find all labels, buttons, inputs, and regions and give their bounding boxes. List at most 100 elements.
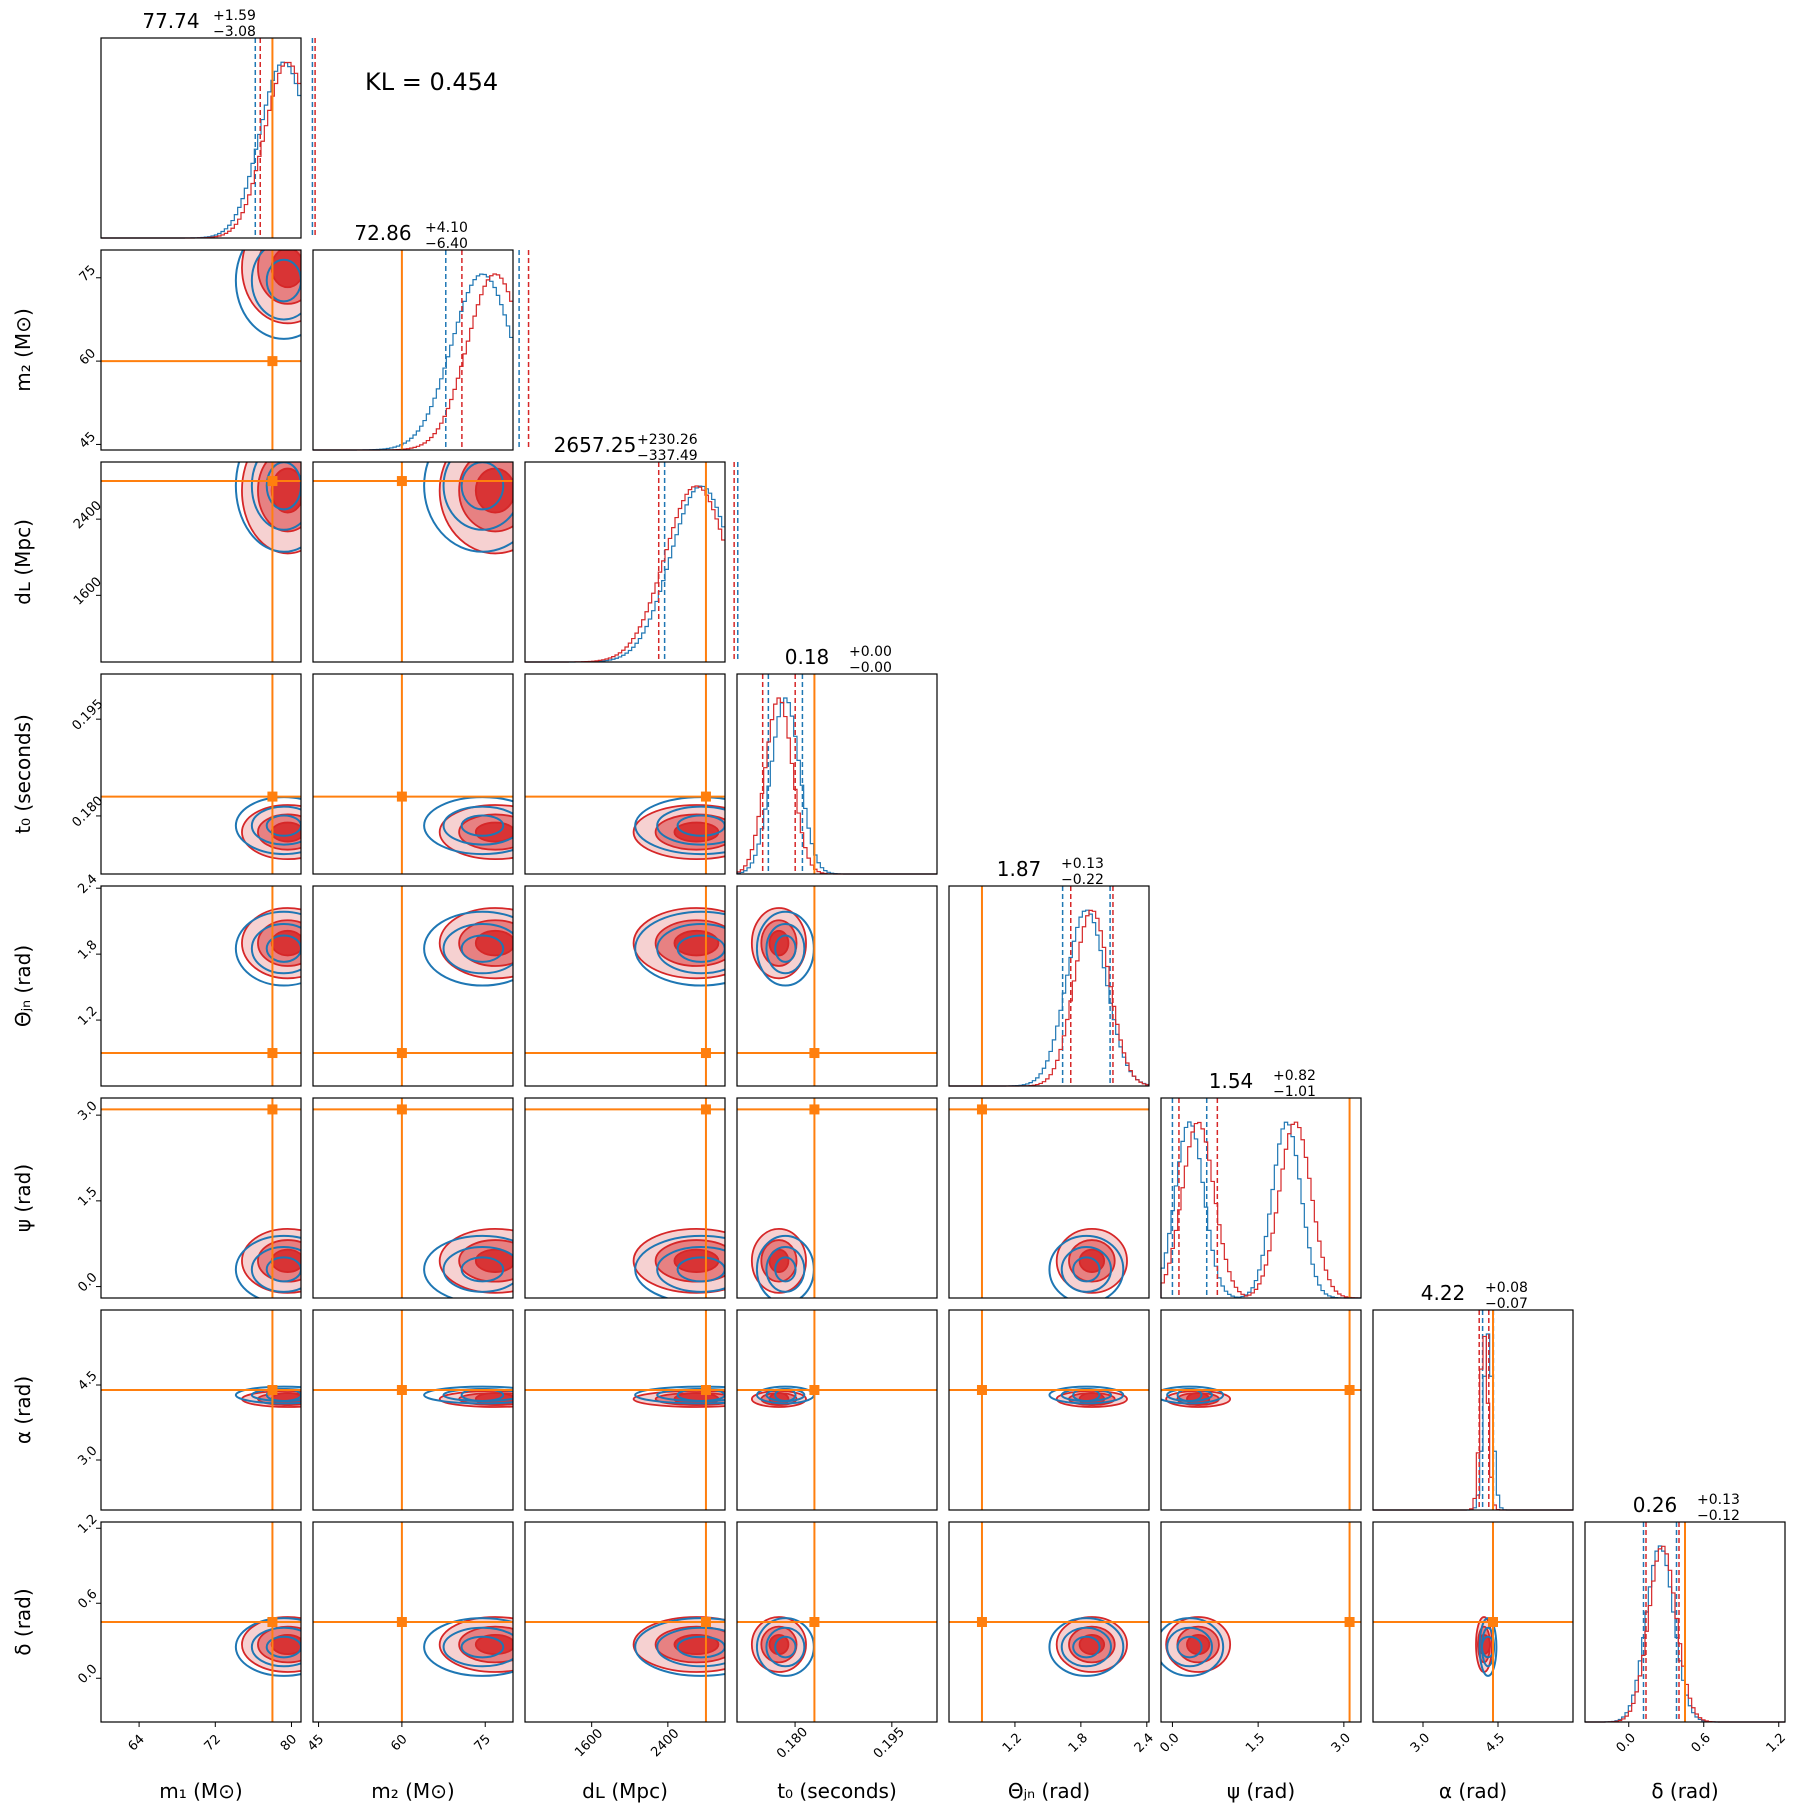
title-alpha: 4.22 — [1421, 1281, 1466, 1305]
panel-frame — [100, 673, 302, 875]
title-m2: 72.86 — [354, 221, 411, 245]
contours-alpha-psi — [1161, 1310, 1361, 1510]
contour-series-1-level-2 — [656, 1626, 725, 1668]
xtick-label-theta-2: 2.4 — [1132, 1731, 1157, 1756]
truth-marker — [1344, 1617, 1355, 1627]
panel-alpha-m1: 3.0 4.5 α (rad) — [11, 1309, 302, 1511]
contour-series-1-level-1 — [423, 1617, 513, 1677]
contours-dL-m2 — [313, 462, 513, 662]
title-minus-m2: −6.40 — [425, 236, 468, 252]
truth-marker — [396, 1385, 407, 1395]
truth-marker — [267, 1048, 278, 1059]
panel-frame — [100, 1097, 302, 1299]
panel-alpha-alpha: 4.22 +0.08−0.07 — [1372, 1280, 1574, 1511]
panel-alpha-dL — [524, 1309, 726, 1511]
contour-series-1-level-3 — [774, 1256, 797, 1283]
truth-marker — [267, 1617, 278, 1627]
contour-series-1-level-2 — [250, 805, 301, 846]
contour-series-2-level-3 — [768, 929, 790, 957]
title-plus-dL: +230.26 — [637, 432, 698, 448]
contours-t0-m1 — [101, 674, 301, 874]
panel-psi-m1: 0.0 1.5 3.0 ψ (rad) — [11, 1097, 302, 1299]
title-plus-t0: +0.00 — [849, 644, 892, 660]
contours-delta-t0 — [737, 1522, 937, 1722]
panel-frame — [312, 1309, 514, 1511]
xtick-label-m2-1: 60 — [388, 1732, 410, 1754]
xtick-label-delta-0: 0.0 — [1614, 1731, 1639, 1756]
panel-delta-alpha: 3.0 4.5 α (rad) — [1372, 1521, 1574, 1803]
contour-series-1-level-2 — [1166, 1626, 1213, 1668]
contours-theta-m1 — [101, 886, 301, 1086]
panel-m2-m2: 72.86 +4.10−6.40 — [312, 220, 530, 451]
panel-psi-t0 — [736, 1097, 938, 1299]
panel-theta-m1: 1.2 1.8 2.4 Θⱼₙ (rad) — [11, 872, 302, 1087]
contour-series-1-level-2 — [656, 805, 725, 846]
panel-frame — [100, 1309, 302, 1511]
xtick-label-m2-0: 45 — [305, 1732, 327, 1754]
ylabel-m2: m₂ (M⊙) — [11, 308, 35, 391]
panel-t0-dL — [524, 673, 726, 875]
title-minus-dL: −337.49 — [637, 448, 698, 464]
contour-series-1-level-3 — [265, 258, 301, 303]
contour-series-1-level-2 — [1060, 1246, 1112, 1293]
histogram-dL-series-2 — [525, 485, 725, 663]
ytick-label-dL-1: 2400 — [71, 498, 105, 532]
contours-delta-alpha — [1373, 1522, 1573, 1722]
panel-psi-dL — [524, 1097, 726, 1299]
contour-series-1-level-2 — [442, 1626, 513, 1668]
panel-m2-m1: 45 60 75 m₂ (M⊙) — [11, 249, 302, 452]
panel-frame — [100, 461, 302, 663]
contour-series-1-level-1 — [234, 1617, 301, 1677]
panel-t0-t0: 0.18 +0.00−0.00 — [736, 644, 938, 875]
contour-series-1-level-1 — [1048, 1385, 1125, 1405]
ytick-label-psi-0: 0.0 — [75, 1270, 100, 1295]
title-m1: 77.74 — [142, 9, 199, 33]
contour-series-1-level-1 — [634, 910, 725, 987]
truth-marker — [267, 476, 278, 487]
contour-series-1-level-2 — [442, 1246, 513, 1293]
xlabel-m1: m₁ (M⊙) — [159, 1779, 242, 1803]
panel-alpha-theta — [948, 1309, 1150, 1511]
truth-marker — [700, 1048, 711, 1059]
title-plus-delta: +0.13 — [1697, 1492, 1740, 1508]
contour-series-1-level-1 — [234, 250, 301, 340]
contour-series-1-level-1 — [234, 1385, 301, 1405]
ytick-label-alpha-1: 4.5 — [75, 1368, 100, 1393]
contour-series-2-level-3 — [270, 250, 301, 289]
panel-frame — [1160, 1521, 1362, 1723]
contours-psi-m1 — [101, 1098, 301, 1298]
ylabel-dL: dʟ (Mpc) — [11, 519, 35, 605]
panel-psi-psi: 1.54 +0.82−1.01 — [1160, 1068, 1362, 1299]
panel-frame — [736, 885, 938, 1087]
contour-series-1-level-3 — [460, 1635, 505, 1659]
panel-frame — [312, 249, 514, 451]
truth-marker — [700, 1385, 711, 1395]
contour-series-1-level-3 — [460, 934, 505, 963]
xlabel-alpha: α (rad) — [1439, 1779, 1507, 1803]
ytick-label-theta-1: 1.8 — [75, 938, 100, 963]
xtick-label-t0-0: 0.180 — [774, 1725, 811, 1762]
truth-marker — [700, 1617, 711, 1627]
contours-t0-dL — [525, 674, 725, 874]
contour-series-1-level-2 — [656, 1246, 725, 1293]
truth-marker — [267, 1104, 278, 1115]
contour-series-1-level-3 — [774, 934, 797, 963]
title-plus-m1: +1.59 — [213, 8, 256, 24]
panel-alpha-psi — [1160, 1309, 1362, 1511]
title-plus-psi: +0.82 — [1273, 1068, 1316, 1084]
contour-series-1-level-2 — [250, 462, 301, 531]
truth-marker — [267, 356, 278, 367]
panel-psi-theta — [948, 1097, 1150, 1299]
contour-series-2-level-3 — [1078, 1248, 1106, 1273]
histogram-psi-series-1 — [1160, 1121, 1361, 1299]
panel-frame — [100, 885, 302, 1087]
panel-t0-m2 — [312, 673, 514, 875]
ytick-label-theta-2: 2.4 — [75, 872, 100, 897]
contour-series-1-level-3 — [265, 1635, 301, 1659]
ytick-label-psi-1: 1.5 — [75, 1184, 100, 1209]
title-minus-delta: −0.12 — [1697, 1508, 1740, 1524]
panel-frame — [948, 1521, 1150, 1723]
panel-frame — [736, 1309, 938, 1511]
